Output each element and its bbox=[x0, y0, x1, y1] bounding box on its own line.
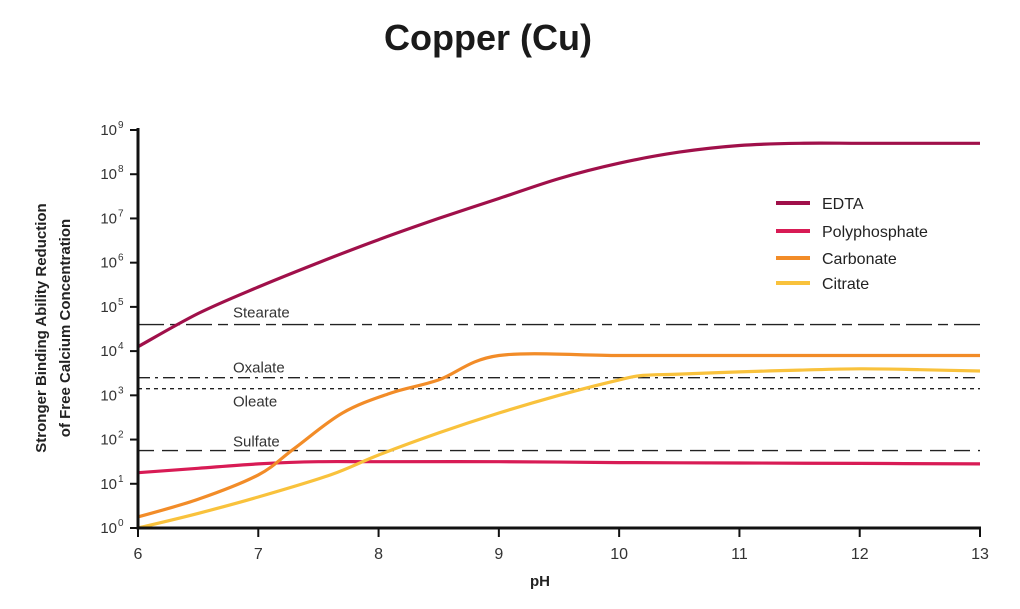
x-tick-label: 8 bbox=[374, 546, 383, 563]
y-tick-exponent: 6 bbox=[118, 253, 124, 264]
legend: EDTA Polyphosphate Carbonate Citrate bbox=[776, 196, 928, 293]
y-tick-label: 10 bbox=[100, 166, 117, 183]
x-tick-label: 13 bbox=[971, 546, 989, 563]
reference-lines: Stearate Oxalate Oleate Sulfate bbox=[138, 305, 980, 452]
y-tick-label: 10 bbox=[100, 476, 117, 493]
series-line-polyphosphate bbox=[137, 459, 981, 475]
y-tick-label: 10 bbox=[100, 210, 117, 227]
legend-label-carbonate: Carbonate bbox=[822, 251, 897, 268]
ref-label-stearate: Stearate bbox=[233, 305, 290, 322]
legend-label-citrate: Citrate bbox=[822, 276, 869, 293]
y-tick-exponent: 9 bbox=[118, 120, 124, 131]
x-tick-label: 9 bbox=[494, 546, 503, 563]
y-tick-exponent: 8 bbox=[118, 164, 124, 175]
x-tick-label: 11 bbox=[731, 546, 748, 563]
y-tick-exponent: 3 bbox=[118, 385, 124, 396]
ref-label-oleate: Oleate bbox=[233, 394, 277, 411]
y-tick-label: 10 bbox=[100, 343, 117, 360]
legend-label-polyphosphate: Polyphosphate bbox=[822, 224, 928, 241]
y-tick-exponent: 1 bbox=[118, 474, 124, 485]
y-tick-label: 10 bbox=[100, 299, 117, 316]
y-tick-exponent: 7 bbox=[118, 208, 124, 219]
y-tick-exponent: 5 bbox=[118, 297, 124, 308]
y-tick-label: 10 bbox=[100, 387, 117, 404]
y-tick-exponent: 0 bbox=[118, 518, 124, 529]
axes: 10 010 110 210 310 410 510 610 710 810 96 7 8 9 10 11 12… bbox=[100, 120, 989, 563]
y-tick-label: 10 bbox=[100, 122, 117, 139]
x-axis-label: pH bbox=[530, 573, 550, 590]
ref-label-sulfate: Sulfate bbox=[233, 434, 280, 451]
ref-label-oxalate: Oxalate bbox=[233, 360, 285, 377]
y-tick-label: 10 bbox=[100, 520, 117, 537]
y-tick-label: 10 bbox=[100, 255, 117, 272]
series-line-citrate bbox=[137, 367, 981, 530]
chart-title: Copper (Cu) bbox=[384, 17, 592, 58]
x-tick-label: 7 bbox=[254, 546, 263, 563]
y-axis-label: Stronger Binding Ability Reduction of Fr… bbox=[33, 203, 74, 452]
legend-label-edta: EDTA bbox=[822, 196, 864, 213]
series-line-carbonate bbox=[137, 352, 980, 519]
x-tick-label: 10 bbox=[610, 546, 628, 563]
x-tick-label: 6 bbox=[134, 546, 143, 563]
y-tick-label: 10 bbox=[100, 432, 117, 449]
series-line-edta bbox=[137, 141, 980, 349]
y-axis-label-line2: of Free Calcium Concentration bbox=[57, 219, 74, 437]
y-tick-exponent: 2 bbox=[118, 430, 124, 441]
y-axis-label-line1: Stronger Binding Ability Reduction bbox=[33, 203, 50, 452]
x-tick-label: 12 bbox=[851, 546, 869, 563]
y-tick-exponent: 4 bbox=[118, 341, 124, 352]
series-lines bbox=[137, 141, 981, 530]
